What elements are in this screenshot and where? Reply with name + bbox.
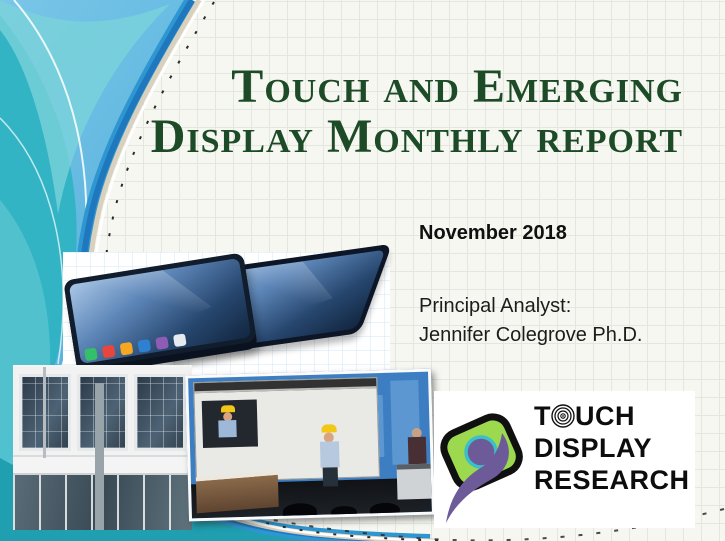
logo-word-research: RESEARCH [534, 465, 690, 495]
app-icon [101, 344, 116, 359]
audience-silhouette [330, 505, 358, 519]
foldable-phone-folded-view [63, 252, 257, 370]
person-legs [322, 467, 338, 488]
stage-side-desk [396, 463, 432, 500]
building-column [95, 383, 105, 530]
logo-touch-t: T [534, 401, 551, 431]
logo-word-touch: T UCH [534, 400, 690, 432]
logo-wordmark: T UCH DISPLAY RESEARCH [534, 400, 690, 496]
analyst-block: Principal Analyst: Jennifer Colegrove Ph… [419, 292, 642, 350]
projection-screen [193, 377, 381, 483]
report-date: November 2018 [419, 222, 567, 244]
foldable-phone-photo [63, 243, 393, 378]
slide-title-line1: Touch and Emerging [231, 60, 683, 113]
audience-silhouette [282, 502, 318, 520]
touch-display-research-logo: T UCH DISPLAY RESEARCH [434, 391, 695, 528]
app-icon [84, 347, 98, 362]
app-icon [172, 333, 187, 348]
touch-target-concentric-circles-icon [551, 404, 575, 428]
person-body [319, 441, 340, 469]
audience-silhouette [369, 502, 400, 518]
building-pole [43, 367, 47, 459]
logo-leaf-graphic [440, 413, 523, 523]
logo-word-display: DISPLAY [534, 433, 653, 463]
app-icon [119, 341, 134, 356]
stage-podium [195, 470, 279, 514]
app-icon [137, 339, 152, 353]
person-body [218, 419, 238, 438]
slide-title: Touch and Emerging Display Monthly repor… [40, 62, 683, 162]
screen-toolbar [194, 378, 377, 394]
video-inset-window [201, 399, 258, 448]
conference-stage-photo [185, 368, 435, 522]
app-icon [155, 336, 169, 350]
logo-touch-rest: UCH [575, 401, 635, 431]
building-window [134, 374, 187, 452]
analyst-label: Principal Analyst: [419, 295, 572, 317]
hard-hat-icon [321, 424, 337, 434]
analyst-name: Jennifer Colegrove Ph.D. [419, 324, 643, 346]
office-building-photo [13, 365, 192, 530]
slide-title-line2: Display Monthly report [150, 110, 683, 163]
presenter-with-hard-hat [314, 424, 344, 488]
